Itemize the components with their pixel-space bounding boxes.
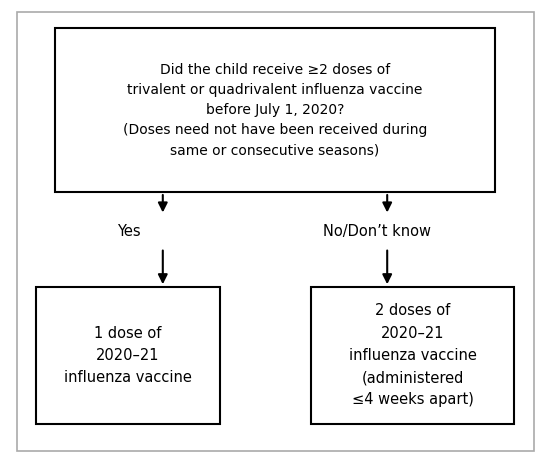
FancyBboxPatch shape: [16, 12, 534, 451]
FancyBboxPatch shape: [55, 28, 495, 192]
Text: Did the child receive ≥2 doses of
trivalent or quadrivalent influenza vaccine
be: Did the child receive ≥2 doses of trival…: [123, 63, 427, 157]
Text: Yes: Yes: [118, 224, 141, 239]
FancyBboxPatch shape: [311, 287, 514, 424]
Text: 2 doses of
2020–21
influenza vaccine
(administered
≤4 weeks apart): 2 doses of 2020–21 influenza vaccine (ad…: [349, 303, 476, 407]
Text: No/Don’t know: No/Don’t know: [323, 224, 431, 239]
FancyBboxPatch shape: [36, 287, 220, 424]
Text: 1 dose of
2020–21
influenza vaccine: 1 dose of 2020–21 influenza vaccine: [64, 325, 192, 385]
